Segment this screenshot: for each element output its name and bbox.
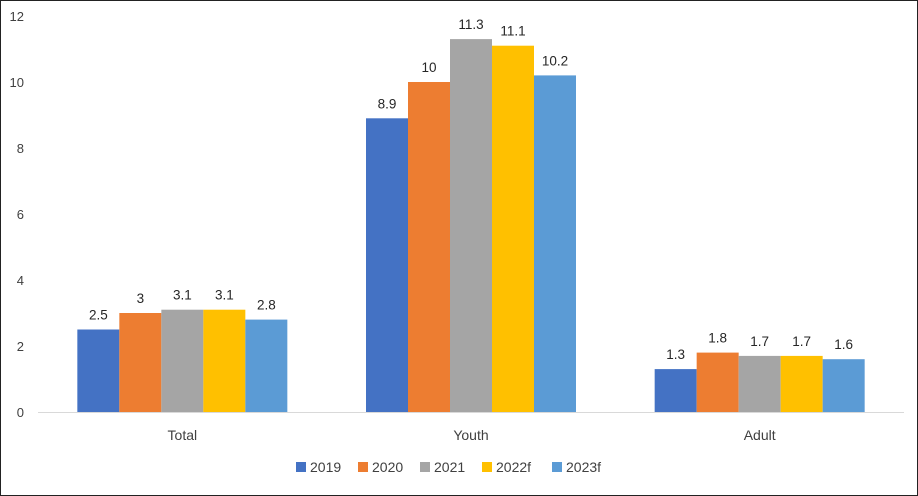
category-label: Youth — [453, 427, 488, 443]
data-label: 3.1 — [215, 288, 234, 303]
y-tick-label: 12 — [10, 9, 24, 24]
bar — [245, 319, 288, 412]
data-label: 8.9 — [378, 96, 397, 111]
legend-swatch — [296, 462, 306, 472]
bar — [450, 39, 492, 412]
y-tick-label: 8 — [17, 141, 24, 156]
legend-swatch — [552, 462, 562, 472]
y-tick-label: 10 — [10, 75, 24, 90]
legend-label: 2021 — [434, 459, 465, 475]
legend-label: 2020 — [372, 459, 403, 475]
data-label: 10.2 — [542, 53, 568, 68]
bar — [366, 118, 408, 413]
bar — [822, 359, 865, 412]
bar — [492, 45, 534, 412]
data-label: 3 — [137, 291, 145, 306]
data-label: 1.3 — [666, 347, 685, 362]
bar — [654, 369, 697, 412]
data-label: 11.1 — [500, 24, 525, 39]
category-label: Adult — [744, 427, 776, 443]
data-label: 11.3 — [458, 17, 483, 32]
data-label: 1.6 — [834, 337, 853, 352]
legend-swatch — [420, 462, 430, 472]
bar — [161, 309, 204, 412]
data-label: 1.7 — [792, 334, 811, 349]
bar — [77, 329, 120, 412]
bar — [119, 313, 162, 412]
data-label: 1.8 — [708, 331, 727, 346]
bar — [738, 355, 781, 412]
bar — [780, 355, 823, 412]
legend-swatch — [482, 462, 492, 472]
legend-label: 2022f — [496, 459, 531, 475]
y-tick-label: 6 — [17, 207, 24, 222]
bar — [203, 309, 246, 412]
data-label: 1.7 — [750, 334, 769, 349]
data-label: 10 — [421, 60, 436, 75]
legend-swatch — [358, 462, 368, 472]
bar — [408, 82, 450, 412]
bar — [696, 352, 739, 412]
bar — [534, 75, 576, 413]
y-tick-label: 4 — [17, 273, 24, 288]
data-label: 2.5 — [89, 308, 108, 323]
data-label: 3.1 — [173, 288, 192, 303]
legend-label: 2023f — [566, 459, 601, 475]
data-label: 2.8 — [257, 298, 276, 313]
y-tick-label: 0 — [17, 405, 24, 420]
legend-label: 2019 — [310, 459, 341, 475]
category-label: Total — [168, 427, 198, 443]
y-tick-label: 2 — [17, 339, 24, 354]
